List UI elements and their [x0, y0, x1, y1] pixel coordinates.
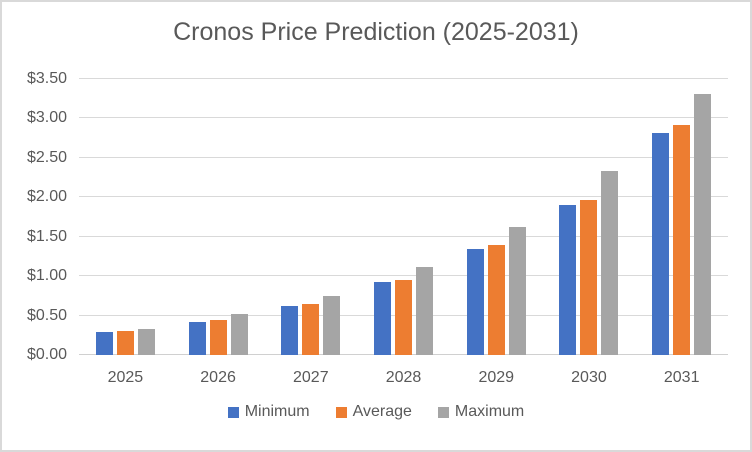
- bar-minimum-2025: [95, 332, 113, 355]
- y-tick-label: $2.50: [26, 148, 67, 166]
- gridline: [79, 196, 728, 198]
- y-tick-label: $0.50: [26, 306, 67, 324]
- bar-maximum-2031: [694, 93, 712, 355]
- x-tick-label-2025: 2025: [107, 369, 144, 386]
- bar-group-2025: [79, 79, 172, 355]
- legend-label-minimum: Minimum: [244, 403, 310, 420]
- bar-minimum-2026: [188, 321, 206, 355]
- y-tick-label: $2.00: [26, 188, 67, 206]
- y-tick-label: $1.00: [26, 267, 67, 285]
- bar-maximum-2026: [230, 314, 248, 355]
- gridline: [79, 156, 728, 158]
- legend-item-minimum: Minimum: [227, 403, 310, 421]
- x-tick-label-2027: 2027: [293, 369, 329, 386]
- legend-label-maximum: Maximum: [454, 403, 525, 420]
- gridline: [79, 235, 728, 237]
- plot-area: [79, 78, 728, 355]
- bar-group-2029: [450, 79, 543, 355]
- bar-maximum-2025: [137, 328, 155, 355]
- x-tick-label-2030: 2030: [571, 369, 607, 386]
- x-tick-label-2031: 2031: [663, 369, 700, 386]
- x-tick-label-2028: 2028: [385, 369, 422, 386]
- legend-label-average: Average: [352, 403, 412, 420]
- legend-swatch-minimum: [227, 406, 239, 418]
- x-tick-label-2029: 2029: [478, 369, 515, 386]
- chart-body: $0.00 $0.50 $1.00 $1.50 $2.00 $2.50 $3.00 $3.50: [10, 70, 728, 363]
- bar-average-2027: [302, 303, 320, 355]
- bar-average-2026: [209, 320, 227, 355]
- gridline: [79, 78, 728, 79]
- bar-group-2031: [635, 79, 728, 355]
- bar-average-2025: [116, 330, 134, 355]
- bar-average-2031: [673, 124, 691, 355]
- bar-minimum-2029: [466, 248, 484, 355]
- y-tick-label: $0.00: [26, 346, 67, 363]
- legend-item-maximum: Maximum: [437, 403, 525, 421]
- bar-average-2028: [395, 280, 413, 355]
- bar-minimum-2028: [374, 282, 392, 355]
- chart-title: Cronos Price Prediction (2025-2031): [173, 18, 579, 46]
- bar-minimum-2027: [281, 306, 299, 355]
- bar-group-2027: [264, 79, 357, 355]
- y-tick-label: $3.00: [26, 109, 67, 127]
- bar-average-2030: [580, 199, 598, 355]
- legend-swatch-average: [335, 406, 347, 418]
- bar-maximum-2027: [323, 295, 341, 355]
- legend-item-average: Average: [335, 403, 412, 421]
- legend-swatch-maximum: [437, 406, 449, 418]
- y-axis: $0.00 $0.50 $1.00 $1.50 $2.00 $2.50 $3.00 $3.50: [10, 70, 79, 363]
- bar-group-2030: [543, 79, 636, 355]
- bar-series-container: [79, 79, 728, 355]
- x-axis: 2025 2026 2027 2028 2029 2030 2031: [79, 355, 728, 387]
- x-tick-label-2026: 2026: [200, 369, 236, 386]
- bar-minimum-2031: [652, 132, 670, 355]
- bar-average-2029: [487, 244, 505, 355]
- legend: Minimum Average Maximum: [2, 403, 750, 421]
- gridline: [79, 117, 728, 119]
- bar-maximum-2030: [601, 171, 619, 355]
- bar-minimum-2030: [559, 205, 577, 355]
- bar-group-2026: [172, 79, 265, 355]
- gridline: [79, 275, 728, 277]
- bar-maximum-2029: [508, 227, 526, 355]
- y-tick-label: $1.50: [26, 227, 67, 245]
- y-tick-label: $3.50: [26, 70, 67, 87]
- bar-maximum-2028: [416, 267, 434, 355]
- bar-group-2028: [357, 79, 450, 355]
